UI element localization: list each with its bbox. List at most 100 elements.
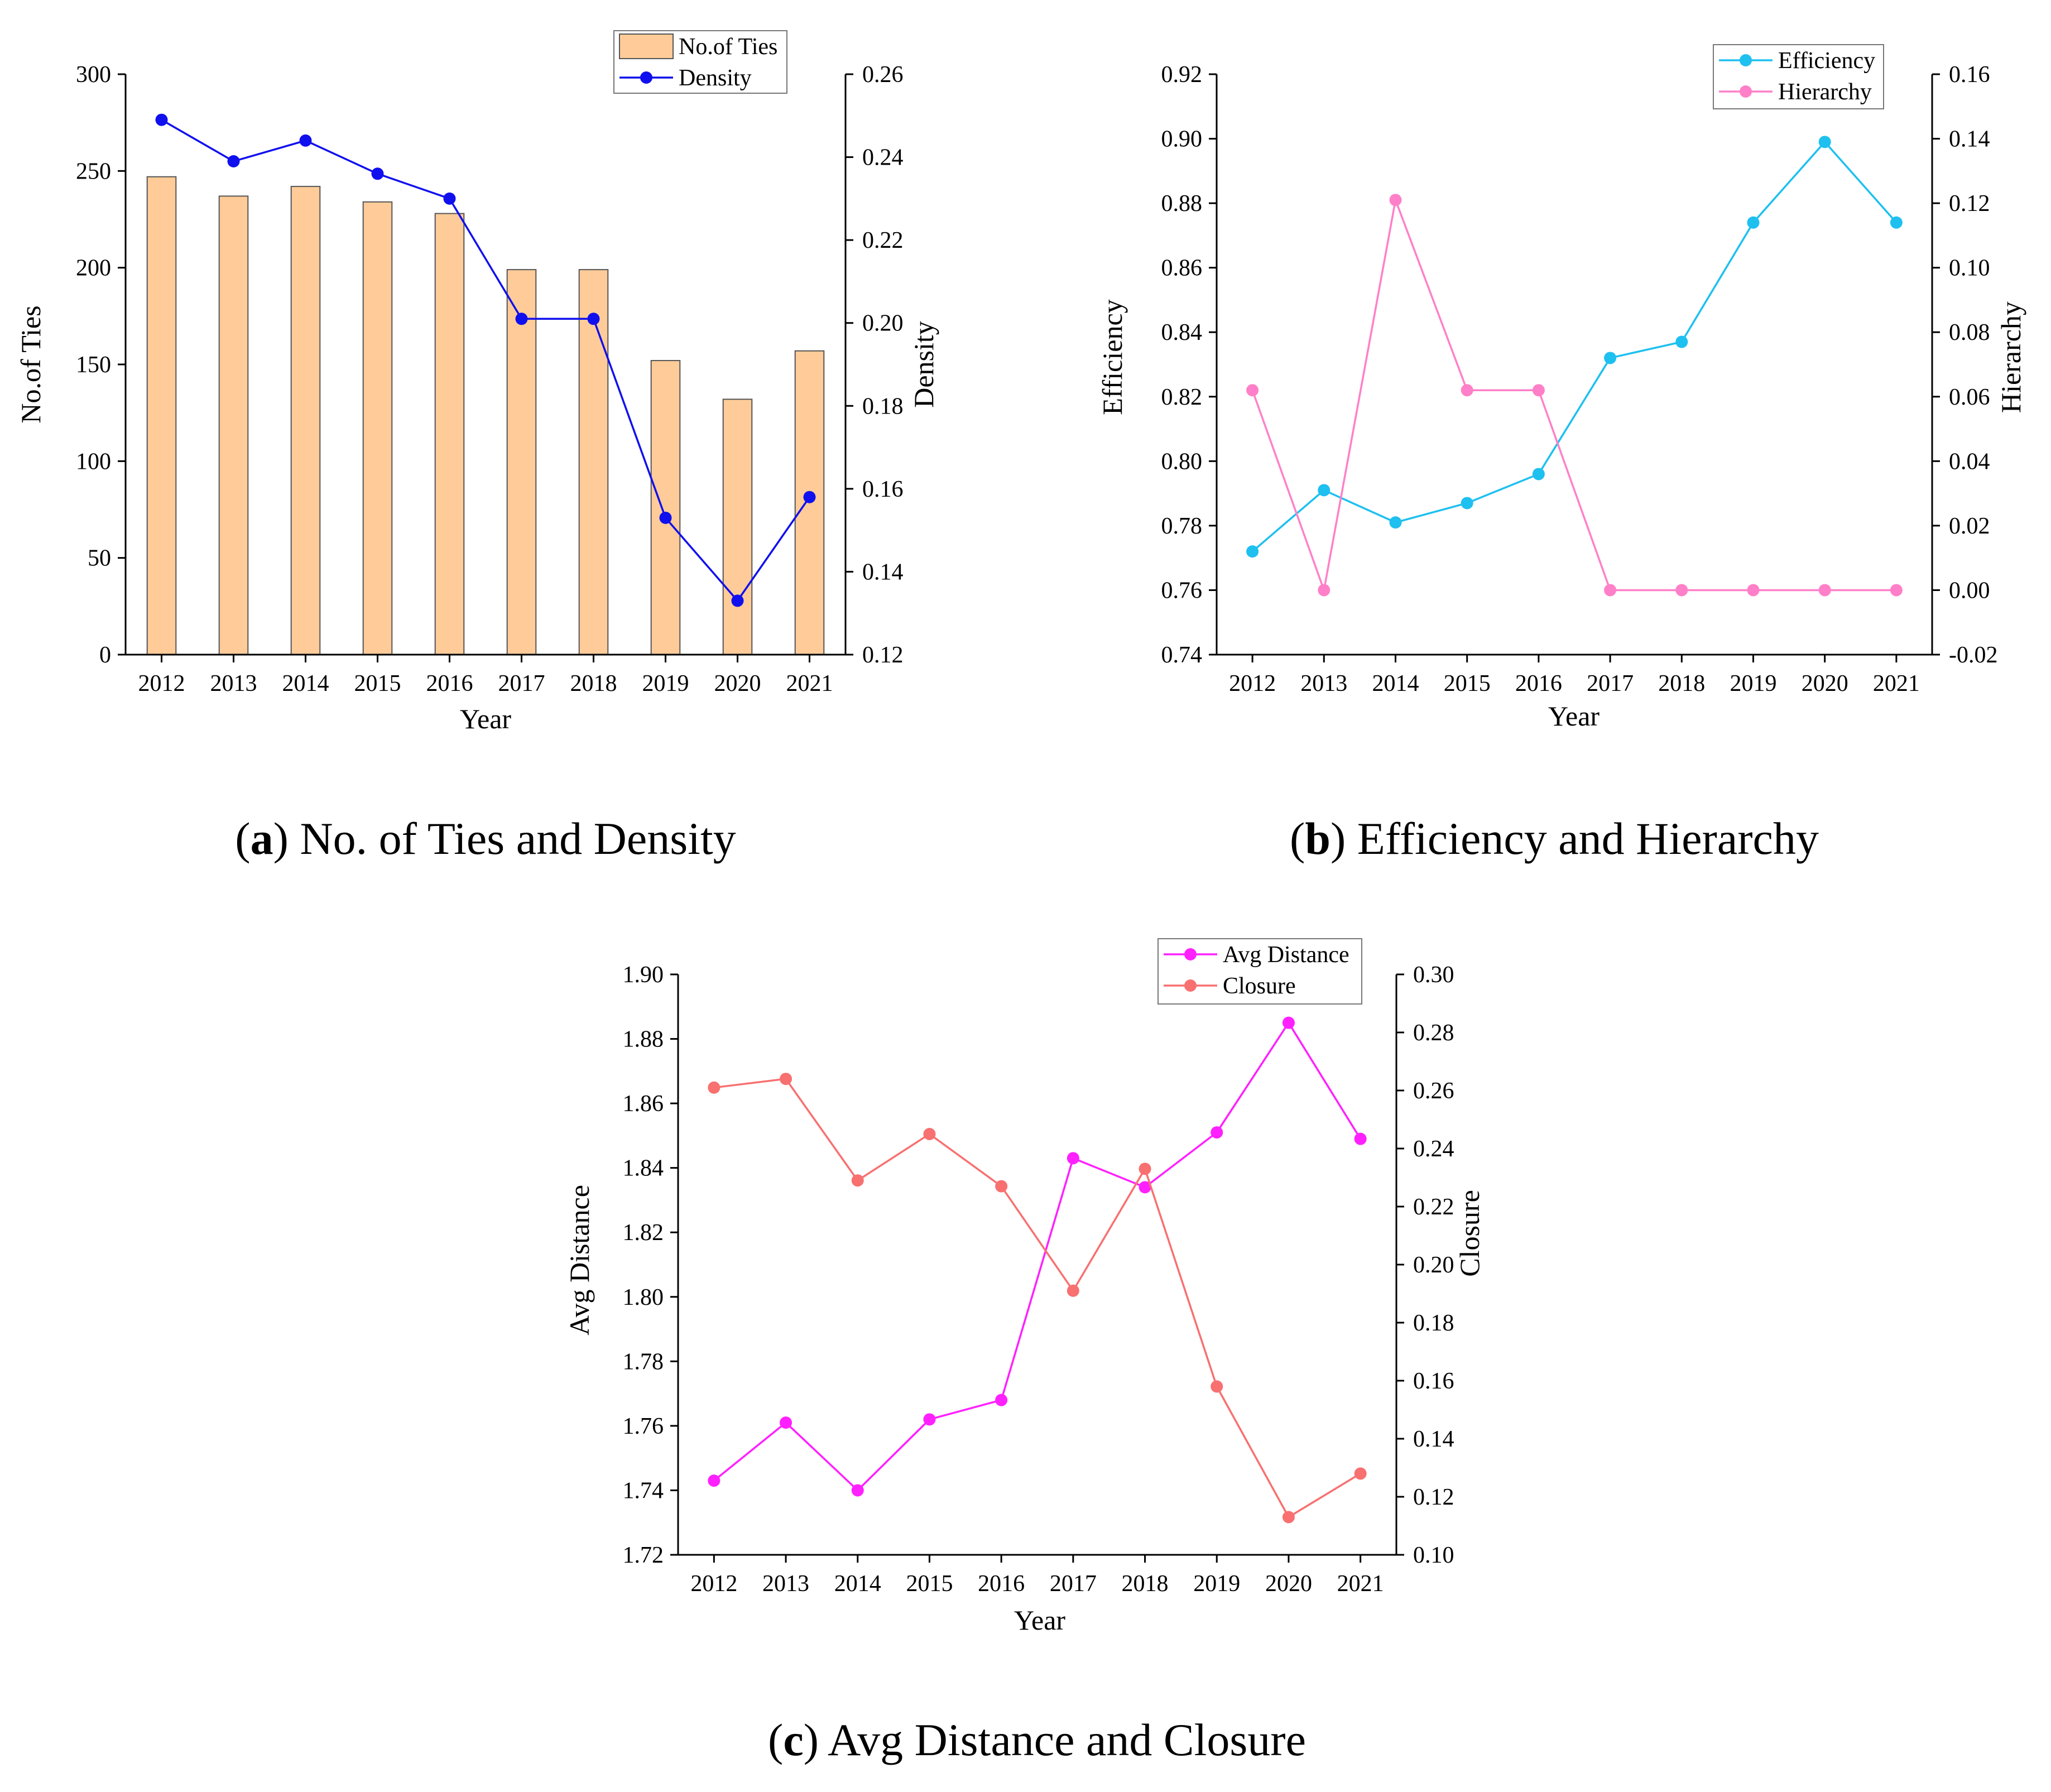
y1-tick-label: 1.90 [623, 962, 664, 988]
y2-tick-label: 0.16 [1413, 1368, 1454, 1394]
y1-tick-label: 0 [99, 642, 111, 668]
y1-tick-label: 300 [76, 62, 111, 88]
y1-tick-label: 1.82 [623, 1220, 664, 1246]
point-2020 [1818, 584, 1831, 597]
y2-tick-label: 0.20 [1413, 1252, 1454, 1278]
y2-tick-label: 0.28 [1413, 1020, 1454, 1046]
y1-axis-label: No.of Ties [15, 305, 46, 423]
y1-tick-label: 1.80 [623, 1285, 664, 1310]
bar-2016 [434, 213, 465, 656]
y1-tick-label: 0.86 [1161, 256, 1203, 281]
series-line-efficiency [1251, 140, 1898, 553]
bar-2013 [218, 195, 249, 655]
legend-marker [1184, 948, 1197, 960]
point-2013 [780, 1073, 792, 1085]
y2-tick-label: 0.26 [1413, 1078, 1454, 1104]
series-line-closure [714, 1078, 1361, 1519]
y1-tick-label: 0.74 [1161, 642, 1203, 668]
y1-tick-label: 0.82 [1161, 385, 1203, 410]
y1-tick-label: 50 [88, 546, 111, 571]
x-tick-label: 2017 [1587, 671, 1634, 696]
x-tick-label: 2016 [978, 1571, 1025, 1597]
point-2013 [227, 155, 240, 167]
point-2016 [1532, 384, 1545, 397]
x-tick-label: 2013 [1300, 671, 1347, 696]
point-2016 [995, 1394, 1008, 1406]
x-tick-label: 2018 [570, 671, 617, 696]
point-2013 [780, 1416, 792, 1429]
point-2014 [1389, 516, 1402, 529]
point-2018 [1139, 1181, 1151, 1194]
x-tick-label: 2021 [1337, 1571, 1384, 1597]
bar-2020 [722, 398, 753, 656]
y2-tick-label: 0.24 [862, 145, 904, 171]
caption: (b) Efficiency and Hierarchy [1290, 813, 1819, 864]
y2-tick-label: 0.26 [862, 62, 904, 88]
y1-tick-label: 0.90 [1161, 127, 1203, 152]
x-tick-label: 2014 [1372, 671, 1419, 696]
point-2014 [299, 134, 312, 147]
caption: (a) No. of Ties and Density [235, 813, 736, 864]
y1-tick-label: 1.72 [623, 1543, 664, 1568]
y1-axis-label: Efficiency [1097, 299, 1128, 415]
point-2019 [659, 511, 672, 524]
point-2019 [1211, 1126, 1223, 1139]
point-2017 [1604, 352, 1617, 364]
point-2013 [1318, 484, 1330, 497]
x-tick-label: 2015 [354, 671, 401, 696]
caption-letter: c [783, 1714, 803, 1765]
bar-2014 [290, 186, 321, 656]
y1-tick-label: 0.92 [1161, 62, 1203, 88]
y2-tick-label: 0.12 [1949, 191, 1990, 217]
x-tick-label: 2014 [834, 1571, 881, 1597]
point-2015 [923, 1413, 936, 1426]
bar-2015 [362, 201, 393, 655]
point-2021 [1354, 1132, 1367, 1145]
y2-axis-label: Hierarchy [1995, 301, 2026, 413]
y2-tick-label: 0.16 [1949, 62, 1990, 88]
y2-tick-label: 0.22 [1413, 1194, 1454, 1220]
x-tick-label: 2012 [690, 1571, 737, 1597]
x-tick-label: 2019 [642, 671, 689, 696]
legend-marker [640, 71, 652, 84]
y2-tick-label: 0.20 [862, 311, 904, 337]
y2-tick-label: -0.02 [1949, 642, 1998, 668]
point-2018 [1139, 1162, 1151, 1175]
y2-tick-label: 0.12 [862, 642, 904, 668]
y1-tick-label: 1.86 [623, 1091, 664, 1117]
legend-label: Hierarchy [1778, 79, 1872, 105]
y2-tick-label: 0.16 [862, 477, 904, 502]
x-tick-label: 2015 [1444, 671, 1491, 696]
point-2021 [1354, 1467, 1367, 1480]
point-2012 [1246, 384, 1259, 397]
x-tick-label: 2016 [1515, 671, 1562, 696]
y2-tick-label: 0.14 [1949, 127, 1990, 152]
point-2018 [1675, 335, 1688, 348]
caption-letter: a [251, 813, 273, 864]
caption-letter: b [1305, 813, 1330, 864]
y1-tick-label: 150 [76, 352, 111, 378]
x-axis-label: Year [1014, 1604, 1065, 1636]
point-2012 [155, 113, 168, 126]
y2-tick-label: 0.18 [862, 393, 904, 419]
point-2021 [1890, 216, 1903, 229]
legend-box [1713, 44, 1884, 109]
point-2016 [995, 1180, 1008, 1193]
chart-b: 0.74 0.76 0.78 0.80 0.82 0.84 0.86 0.88 0.90 0.92… [1097, 44, 2026, 864]
y2-tick-label: 0.04 [1949, 449, 1990, 474]
x-tick-label: 2012 [138, 671, 185, 696]
point-2019 [1747, 216, 1760, 229]
point-2018 [1675, 584, 1688, 597]
x-tick-label: 2019 [1730, 671, 1777, 696]
bar-2012 [146, 176, 177, 655]
y1-tick-label: 1.76 [623, 1414, 664, 1439]
legend-marker [1740, 85, 1752, 98]
x-tick-label: 2019 [1193, 1571, 1240, 1597]
y1-tick-label: 1.88 [623, 1027, 664, 1053]
legend-label: Efficiency [1778, 48, 1875, 74]
y2-tick-label: 0.24 [1413, 1136, 1454, 1162]
point-2020 [1282, 1016, 1295, 1029]
bar-2019 [650, 360, 681, 655]
point-2021 [1890, 584, 1903, 597]
x-tick-label: 2016 [426, 671, 473, 696]
